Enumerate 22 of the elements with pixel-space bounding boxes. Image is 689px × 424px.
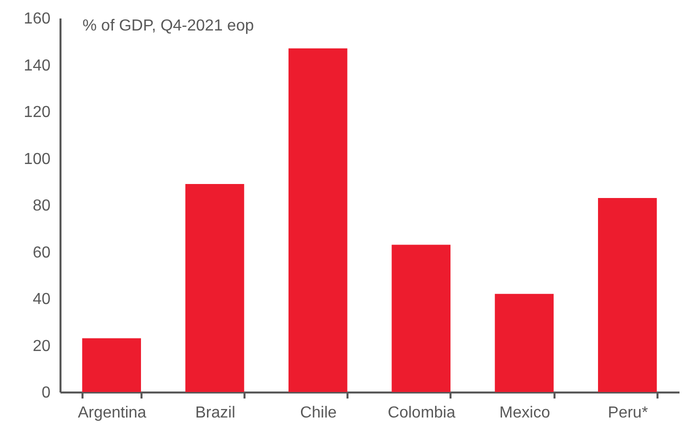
y-tick-label: 0 xyxy=(42,384,51,402)
bar xyxy=(288,48,348,392)
x-tick-label: Brazil xyxy=(195,404,236,422)
bar xyxy=(185,184,244,392)
bar xyxy=(598,198,657,392)
y-tick-label: 160 xyxy=(24,10,51,28)
x-tick-label: Argentina xyxy=(78,404,146,422)
bar xyxy=(82,338,141,392)
bar xyxy=(392,244,450,392)
bar xyxy=(494,294,554,392)
x-tick-label: Mexico xyxy=(499,404,550,422)
y-tick-label: 60 xyxy=(32,244,51,262)
x-tick-label: Chile xyxy=(300,404,337,422)
x-tick-label: Colombia xyxy=(388,404,456,422)
y-tick-label: 20 xyxy=(32,338,51,355)
y-axis-title: % of GDP, Q4-2021 eop xyxy=(82,18,254,34)
y-tick-label: 80 xyxy=(32,198,51,214)
y-tick-label: 100 xyxy=(24,150,51,168)
x-tick-label: Peru* xyxy=(608,404,648,422)
y-tick-label: 120 xyxy=(24,104,51,121)
y-tick-label: 140 xyxy=(24,57,51,74)
y-tick-label: 40 xyxy=(32,291,51,308)
